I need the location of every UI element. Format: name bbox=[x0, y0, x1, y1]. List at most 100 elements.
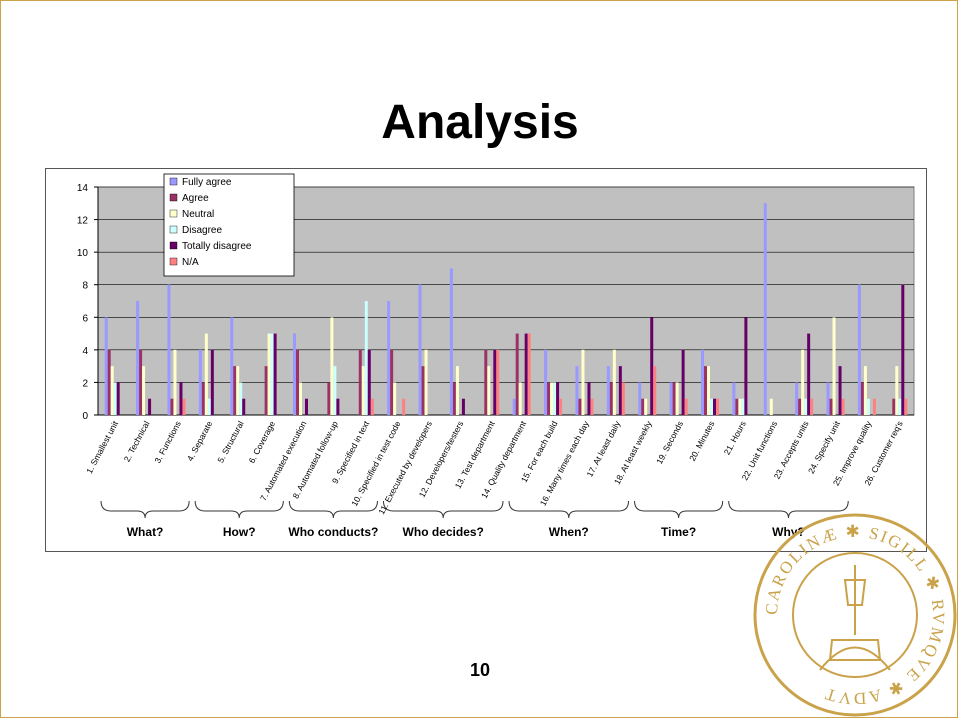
bar bbox=[578, 398, 582, 415]
bar bbox=[901, 284, 905, 415]
bar bbox=[832, 317, 836, 415]
bar bbox=[207, 398, 211, 415]
bar bbox=[826, 382, 830, 415]
group-label: What? bbox=[127, 525, 164, 539]
bar bbox=[387, 301, 391, 415]
bar bbox=[230, 317, 234, 415]
bar bbox=[167, 284, 171, 415]
bar bbox=[735, 398, 739, 415]
bar bbox=[701, 349, 704, 415]
bar bbox=[104, 317, 108, 415]
bar bbox=[242, 398, 246, 415]
bar bbox=[421, 366, 425, 415]
bar bbox=[512, 398, 516, 415]
bar bbox=[139, 349, 143, 415]
bar bbox=[267, 333, 271, 415]
bar bbox=[895, 366, 899, 415]
bar bbox=[681, 349, 685, 415]
bar bbox=[675, 382, 679, 415]
y-tick-label: 8 bbox=[82, 281, 88, 292]
bar bbox=[233, 366, 237, 415]
bar bbox=[606, 366, 610, 415]
bar bbox=[364, 301, 368, 415]
bar bbox=[804, 398, 808, 415]
y-tick-label: 0 bbox=[82, 411, 88, 422]
legend-swatch bbox=[169, 241, 178, 250]
bar bbox=[857, 284, 861, 415]
bar bbox=[684, 398, 688, 415]
bar bbox=[273, 333, 277, 415]
bar bbox=[524, 333, 528, 415]
bar bbox=[581, 349, 585, 415]
x-tick-label: 24. Specify unit bbox=[806, 419, 842, 476]
bar bbox=[299, 382, 302, 415]
bar bbox=[559, 398, 563, 415]
bar bbox=[744, 317, 748, 415]
bar bbox=[461, 398, 465, 415]
bar bbox=[716, 398, 719, 415]
bar bbox=[609, 382, 613, 415]
bar bbox=[807, 333, 811, 415]
bar bbox=[713, 398, 716, 415]
bar bbox=[553, 382, 557, 415]
bar bbox=[179, 382, 183, 415]
bar bbox=[452, 382, 456, 415]
x-tick-label: 20. Minutes bbox=[687, 419, 716, 463]
bar bbox=[550, 382, 554, 415]
bar bbox=[305, 398, 308, 415]
bar bbox=[732, 382, 736, 415]
y-tick-label: 12 bbox=[77, 216, 89, 227]
bar bbox=[110, 366, 114, 415]
bar bbox=[484, 349, 488, 415]
legend-box bbox=[163, 173, 295, 277]
legend-swatch bbox=[169, 257, 178, 266]
y-tick-label: 6 bbox=[82, 313, 88, 324]
x-tick-label: 4. Separate bbox=[185, 419, 215, 463]
y-tick-label: 4 bbox=[82, 346, 88, 357]
bar bbox=[487, 366, 491, 415]
bar bbox=[270, 333, 274, 415]
bar bbox=[296, 349, 299, 415]
bar bbox=[170, 398, 174, 415]
bar bbox=[402, 398, 406, 415]
bar bbox=[236, 366, 240, 415]
bar bbox=[449, 268, 453, 415]
bar bbox=[898, 398, 902, 415]
group-label: Time? bbox=[661, 525, 696, 539]
bar bbox=[644, 398, 648, 415]
bar bbox=[872, 398, 876, 415]
university-seal-logo: CAROLINÆ ✱ SIGILL ✱ RVMQVE ✱ ADVT bbox=[753, 513, 957, 717]
bar bbox=[710, 398, 713, 415]
bar bbox=[763, 203, 767, 415]
x-tick-label: 11. Executed by developers bbox=[376, 419, 434, 516]
bar bbox=[841, 398, 845, 415]
bar bbox=[738, 398, 742, 415]
group-label: Who conducts? bbox=[288, 525, 378, 539]
x-tick-label: 1. Smallest unit bbox=[84, 419, 120, 476]
group-label: When? bbox=[549, 525, 589, 539]
bar bbox=[704, 366, 707, 415]
bar bbox=[612, 349, 616, 415]
bar bbox=[587, 382, 591, 415]
bar bbox=[653, 366, 657, 415]
bar bbox=[638, 382, 642, 415]
bar bbox=[590, 398, 594, 415]
bar bbox=[204, 333, 208, 415]
group-brace bbox=[194, 500, 284, 519]
bar bbox=[201, 382, 205, 415]
bar bbox=[669, 382, 673, 415]
x-tick-label: 19. Seconds bbox=[654, 419, 685, 465]
group-label: Who decides? bbox=[403, 525, 484, 539]
bar bbox=[327, 382, 331, 415]
y-tick-label: 14 bbox=[77, 183, 89, 194]
bar bbox=[198, 349, 202, 415]
bar bbox=[838, 366, 842, 415]
bar bbox=[136, 301, 140, 415]
bar bbox=[358, 349, 362, 415]
y-tick-label: 10 bbox=[77, 248, 89, 259]
legend-label: Disagree bbox=[182, 225, 222, 236]
bar bbox=[493, 349, 497, 415]
bar bbox=[107, 349, 111, 415]
bar bbox=[293, 333, 296, 415]
bar bbox=[496, 349, 500, 415]
